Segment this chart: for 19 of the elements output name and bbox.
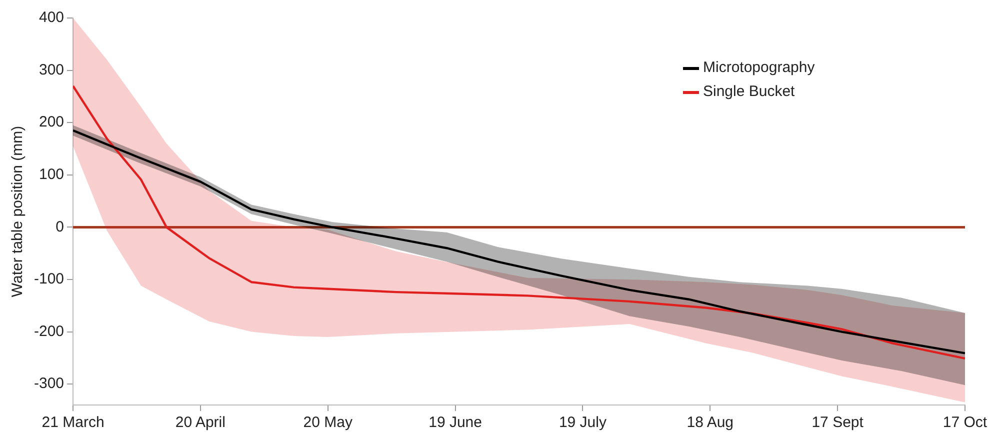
y-tick-label: 400 bbox=[38, 9, 64, 26]
x-tick-label: 19 July bbox=[558, 414, 607, 432]
y-tick-label: -100 bbox=[34, 270, 64, 288]
y-axis-title: Water table position (mm) bbox=[9, 126, 26, 298]
x-tick-label: 18 Aug bbox=[686, 414, 734, 432]
y-tick-label: 300 bbox=[38, 61, 64, 78]
y-tick-label: -300 bbox=[34, 375, 64, 392]
x-tick-label: 20 April bbox=[175, 414, 226, 432]
x-tick-label: 17 Sept bbox=[812, 414, 864, 432]
y-tick-label: 0 bbox=[56, 218, 64, 236]
y-tick-label: 100 bbox=[38, 166, 64, 184]
x-tick-label: 17 Oct bbox=[942, 414, 988, 432]
y-tick-label: 200 bbox=[38, 114, 64, 131]
y-tick-label: -200 bbox=[34, 322, 64, 340]
legend-label: Microtopography bbox=[703, 58, 815, 78]
legend-label: Single Bucket bbox=[703, 82, 795, 102]
x-tick-label: 19 June bbox=[428, 414, 482, 432]
x-tick-label: 21 March bbox=[42, 414, 104, 432]
x-tick-label: 20 May bbox=[303, 414, 353, 432]
